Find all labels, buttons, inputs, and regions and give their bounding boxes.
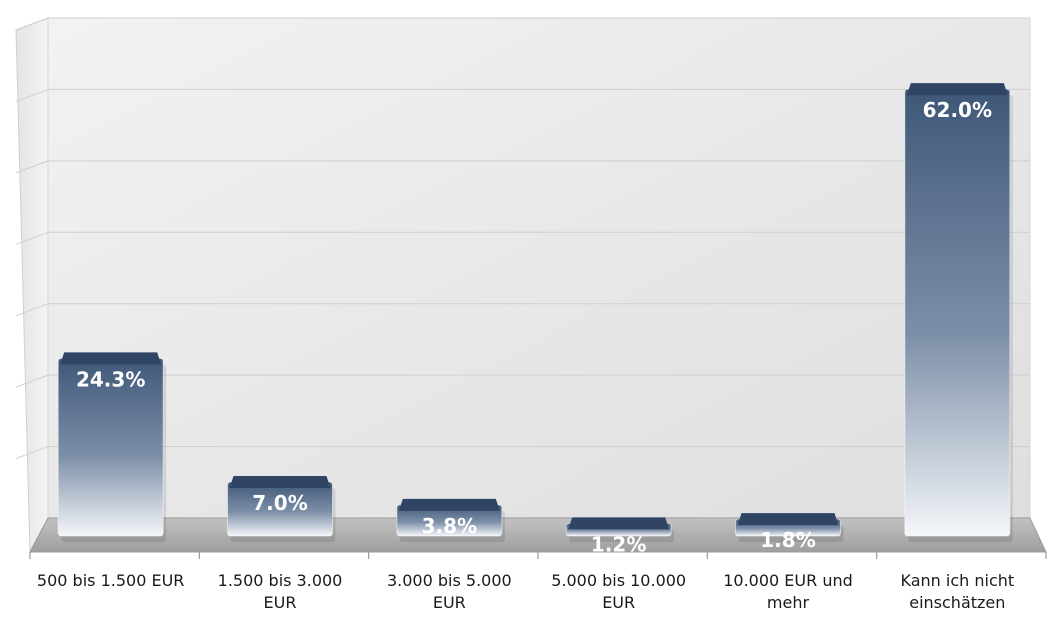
data-label: 7.0% [252,491,307,515]
bar-body [904,88,1011,537]
data-label: 1.8% [760,528,815,552]
bar: 1.8% [735,513,844,552]
gridline-side [15,231,49,245]
side-wall [15,17,49,554]
bar: 24.3% [57,352,167,542]
gridline-side [15,17,49,31]
bar-cap [906,83,1008,96]
bar: 62.0% [904,83,1013,543]
back-wall [47,17,1031,519]
chart-background [15,17,1047,554]
category-label: 500 bis 1.500 EUR [37,571,184,590]
category-label: 5.000 bis 10.000 EUR [551,571,686,612]
bar: 3.8% [396,498,505,542]
category-label: 3.000 bis 5.000 EUR [387,571,512,612]
category-label: 10.000 EUR und mehr [723,571,853,612]
bar-cap [737,513,839,526]
gridline-side [15,88,49,102]
bar-cap [568,517,670,530]
bar-cap [60,352,162,365]
category-label: 1.500 bis 3.000 EUR [218,571,343,612]
bar: 7.0% [227,476,336,542]
category-label: Kann ich nicht einschätzen [901,571,1015,612]
gridline-side [15,374,49,388]
data-label: 24.3% [76,367,145,391]
bar-cap [229,476,331,488]
data-label: 3.8% [422,514,477,538]
data-label: 62.0% [923,98,992,122]
bar-cap [398,498,500,511]
bars: 24.3% 7.0% 3.8% 1.2% 1.8% 62.0% [57,83,1013,556]
floor [29,517,1047,553]
gridline-side [15,446,49,460]
data-label: 1.2% [591,532,646,556]
gridlines [15,17,1047,559]
category-labels: 500 bis 1.500 EUR 1.500 bis 3.000 EUR 3.000… [37,571,1014,612]
gridline-side [15,160,49,174]
gridline-side [15,303,49,317]
bar: 1.2% [565,517,675,556]
